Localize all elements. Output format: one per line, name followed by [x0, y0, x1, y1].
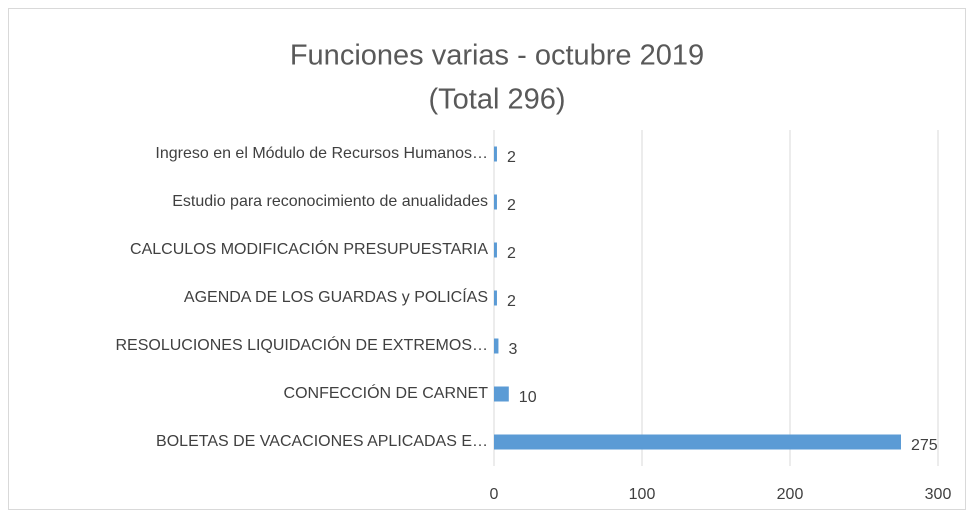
chart-title: Funciones varias - octubre 2019	[290, 40, 704, 72]
bar	[494, 338, 499, 354]
x-tick-label: 300	[925, 486, 952, 503]
y-tick-label: Ingreso en el Módulo de Recursos Humanos…	[155, 145, 488, 162]
bar	[494, 290, 497, 306]
value-label: 10	[519, 389, 537, 406]
value-label: 2	[507, 197, 516, 214]
x-tick-label: 200	[777, 486, 804, 503]
y-tick-label: CALCULOS MODIFICACIÓN PRESUPUESTARIA	[130, 239, 488, 258]
value-label: 3	[508, 341, 517, 358]
bar	[494, 194, 497, 210]
chart-subtitle: (Total 296)	[428, 84, 565, 116]
value-label: 275	[911, 437, 938, 454]
value-label: 2	[507, 245, 516, 262]
x-tick-label: 100	[629, 486, 656, 503]
x-tick-label: 0	[490, 486, 499, 503]
value-label: 2	[507, 149, 516, 166]
y-tick-label: RESOLUCIONES LIQUIDACIÓN DE EXTREMOS…	[115, 335, 488, 354]
bar	[494, 242, 497, 258]
bar	[494, 434, 901, 450]
y-tick-label: BOLETAS DE VACACIONES APLICADAS E…	[156, 433, 488, 450]
chart-frame	[8, 8, 966, 510]
bar	[494, 146, 497, 162]
y-tick-label: Estudio para reconocimiento de anualidad…	[172, 193, 488, 210]
bar	[494, 386, 509, 402]
y-tick-label: CONFECCIÓN DE CARNET	[284, 383, 489, 402]
y-tick-label: AGENDA DE LOS GUARDAS y POLICÍAS	[184, 287, 488, 306]
value-label: 2	[507, 293, 516, 310]
